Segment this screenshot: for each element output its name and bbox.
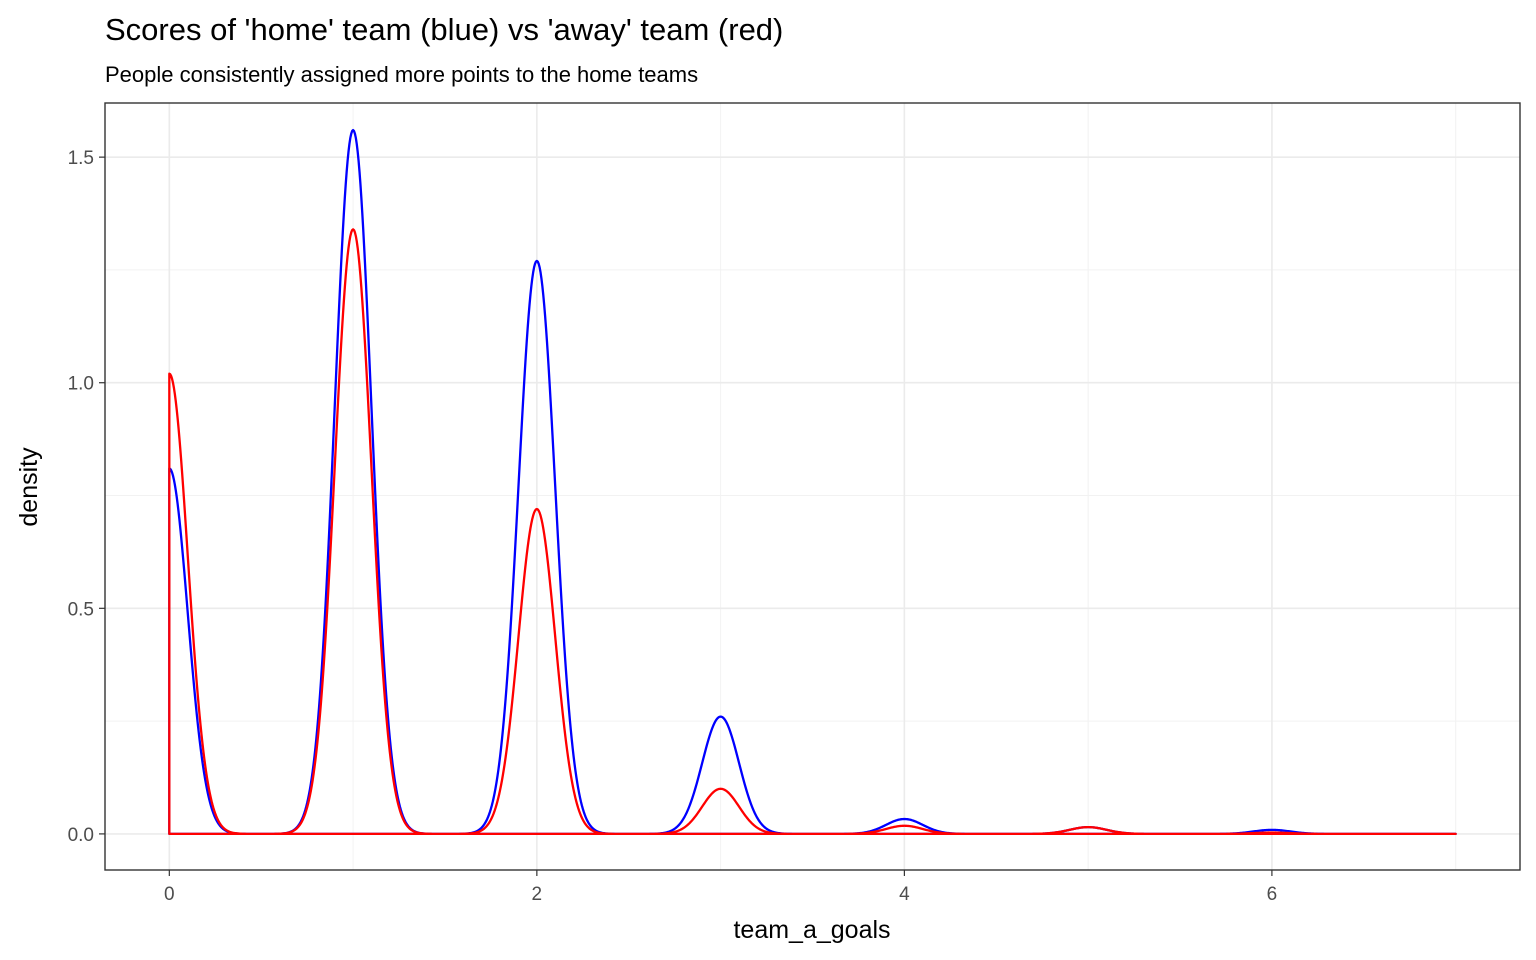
chart-title: Scores of 'home' team (blue) vs 'away' t… [105,12,784,47]
plot-border [104,102,1521,871]
x-axis: 0 2 4 6 [164,870,1277,905]
y-axis-title: density [15,447,43,527]
y-axis: 0.0 0.5 1.0 1.5 [68,148,105,846]
x-axis-title: team_a_goals [733,916,890,944]
density-line-series-2 [168,228,1457,836]
x-tick-label: 0 [164,884,175,905]
plot-panel [105,103,1520,870]
y-tick-label: 1.0 [68,374,94,395]
x-tick-label: 6 [1267,884,1278,905]
x-tick-label: 2 [532,884,543,905]
y-tick-label: 0.5 [68,599,94,620]
y-tick-label: 0.0 [68,825,94,846]
series-layer [168,128,1457,836]
x-tick-label: 4 [899,884,910,905]
y-tick-label: 1.5 [68,148,94,169]
chart-subtitle: People consistently assigned more points… [105,62,699,87]
